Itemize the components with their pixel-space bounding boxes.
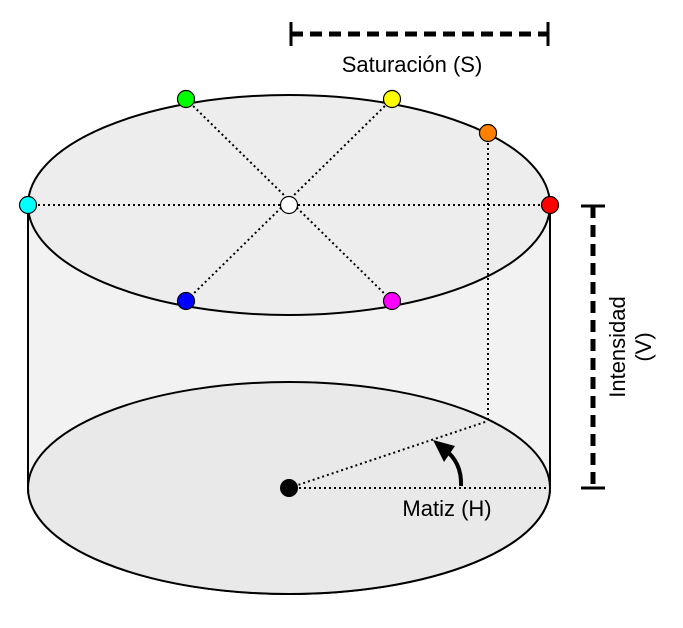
orange-point	[478, 123, 498, 143]
red-point	[540, 195, 560, 215]
blue-point	[176, 291, 196, 311]
hue-arrowhead	[433, 440, 455, 462]
saturation-label: Saturación (S)	[342, 52, 483, 77]
yellow-point	[382, 89, 402, 109]
green-point	[176, 89, 196, 109]
spoke-green-magenta	[185, 98, 393, 302]
spoke-yellow-blue	[185, 98, 393, 302]
cyan-point	[18, 195, 38, 215]
intensity-label-line2: (V)	[631, 332, 656, 361]
hue-points	[18, 89, 560, 311]
intensity-label-group: Intensidad (V)	[605, 296, 656, 398]
intensity-dimension	[581, 204, 605, 490]
white-point	[279, 195, 299, 215]
base-center-point	[280, 479, 298, 497]
intensity-label-line1: Intensidad	[605, 296, 630, 398]
saturation-dimension	[289, 22, 550, 46]
magenta-point	[382, 291, 402, 311]
hue-label: Matiz (H)	[402, 496, 491, 521]
